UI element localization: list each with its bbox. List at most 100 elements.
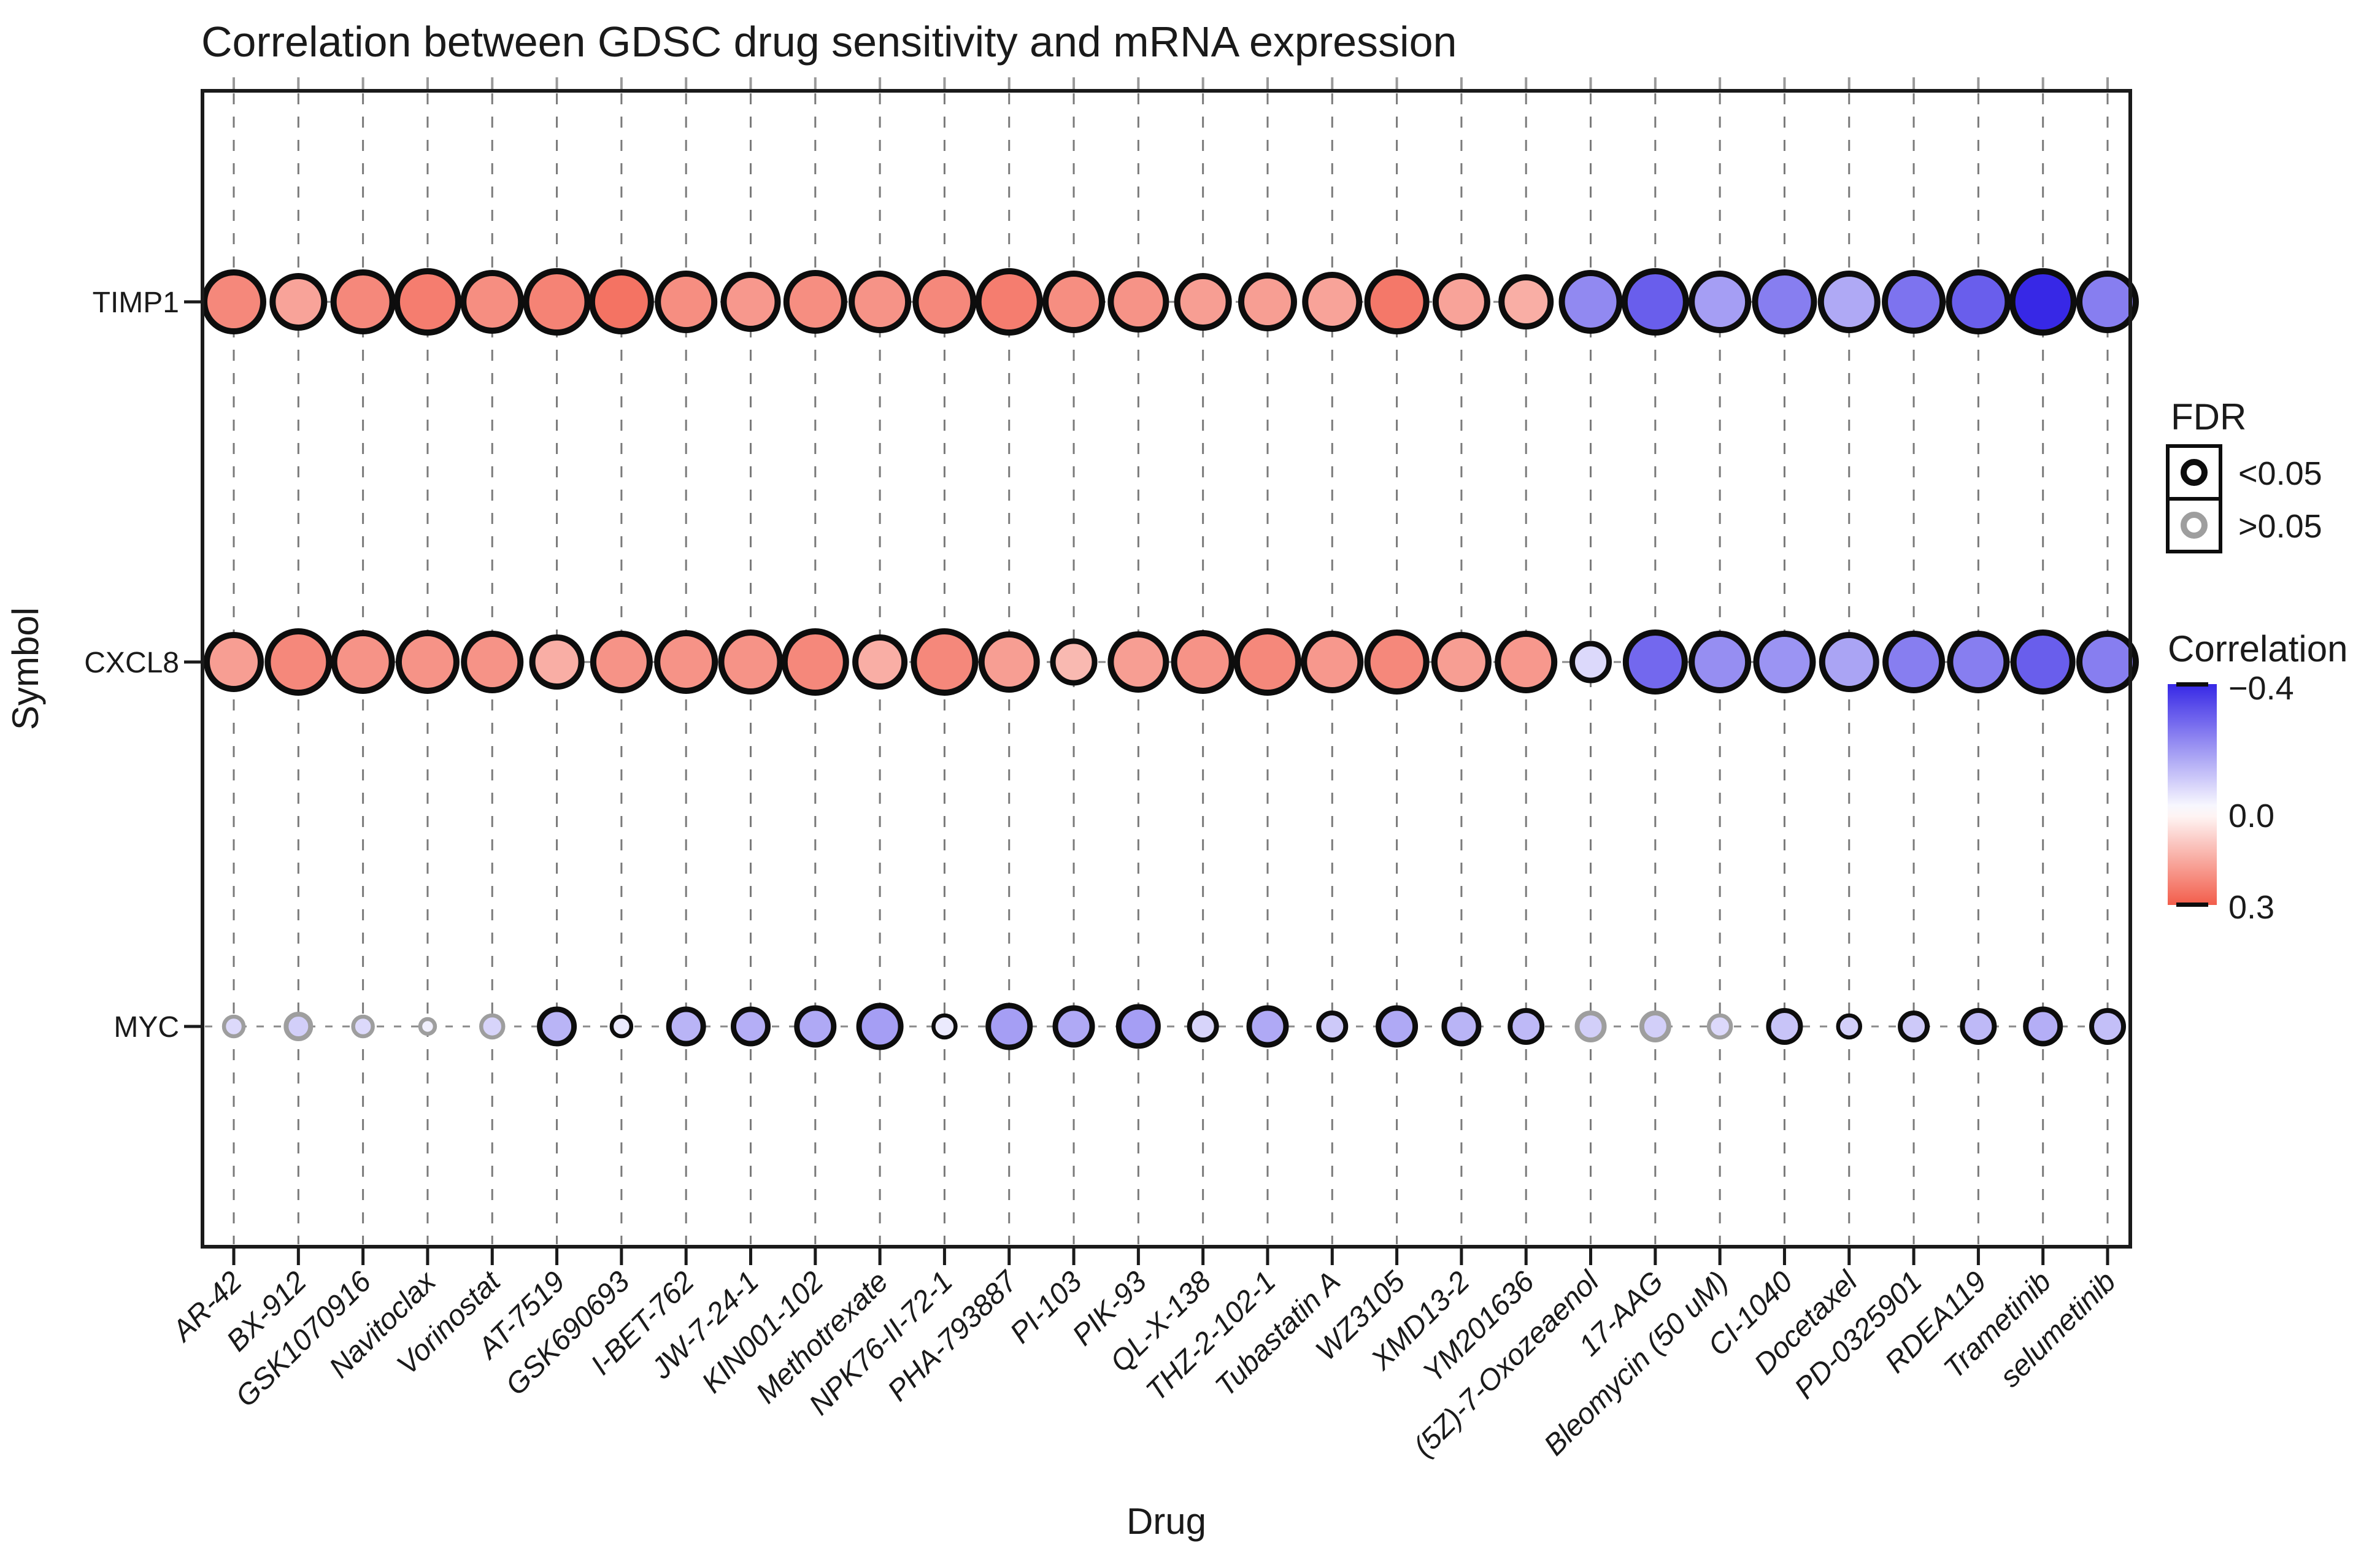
dot-timp1-kin001-102 (783, 270, 847, 334)
dot-cxcl8-trametinib (2010, 629, 2076, 695)
dot-timp1-ar-42 (201, 269, 266, 334)
dot-cxcl8-gsk1070916 (331, 630, 395, 694)
dot-cxcl8-5z-7-oxozeaenol (1569, 641, 1612, 683)
dot-cxcl8-docetaxel (1819, 632, 1879, 692)
dot-myc-kin001-102 (794, 1005, 837, 1048)
dot-myc-pi-103 (1052, 1005, 1095, 1048)
dot-myc-rdea119 (1960, 1008, 1997, 1045)
colorbar-label-neg04: −0.4 (2228, 670, 2294, 707)
dot-myc-navitoclax (418, 1017, 437, 1036)
dot-timp1-pi-103 (1042, 271, 1106, 333)
dot-myc-pik-93 (1115, 1004, 1161, 1049)
fdr-key-ring-gray-icon (2181, 512, 2208, 539)
dot-cxcl8-ql-x-138 (1171, 630, 1235, 694)
axis-ticks (184, 77, 2109, 1265)
dot-timp1-at-7519 (523, 268, 591, 336)
dot-myc-tubastatin-a (1316, 1010, 1349, 1042)
dot-cxcl8-methotrexate (852, 634, 908, 690)
dot-myc-at-7519 (537, 1006, 577, 1047)
dot-cxcl8-rdea119 (1947, 631, 2010, 693)
dot-cxcl8-xmd13-2 (1431, 632, 1492, 692)
dot-myc-docetaxel (1836, 1013, 1863, 1040)
dot-myc-npk76-ii-72-1 (931, 1013, 958, 1040)
dot-timp1-wz3105 (1364, 269, 1430, 334)
colorbar-top-tick (2176, 682, 2208, 687)
dot-cxcl8-ar-42 (204, 632, 264, 692)
dot-cxcl8-bx-912 (264, 628, 333, 696)
dot-myc-gsk1070916 (351, 1014, 375, 1039)
dot-myc-i-bet-762 (666, 1006, 706, 1047)
dot-myc-wz3105 (1376, 1005, 1419, 1048)
fdr-key-ring-black-icon (2181, 459, 2208, 486)
dot-cxcl8-tubastatin-a (1301, 631, 1364, 693)
dot-timp1-ql-x-138 (1174, 273, 1232, 331)
dot-myc-trametinib (2023, 1006, 2063, 1047)
dot-myc-ql-x-138 (1187, 1010, 1219, 1042)
fdr-key-box-significant (2166, 444, 2222, 501)
dot-cxcl8-selumetinib (2076, 631, 2139, 693)
dot-timp1-pha-793887 (975, 268, 1043, 336)
dot-timp1-i-bet-762 (655, 271, 718, 333)
dot-cxcl8-pi-103 (1050, 638, 1098, 686)
dot-timp1-17-aag (1621, 268, 1689, 336)
dot-timp1-vorinostat (460, 270, 525, 334)
dot-myc-ci-1040 (1766, 1008, 1803, 1045)
fdr-legend: FDR <0.05 >0.05 (2166, 396, 2322, 553)
dot-timp1-ci-1040 (1752, 269, 1817, 334)
dot-cxcl8-bleomycin-50-um (1689, 631, 1752, 693)
dot-cxcl8-gsk690693 (590, 631, 653, 693)
dot-timp1-ym201636 (1498, 274, 1554, 329)
fdr-legend-title: FDR (2171, 396, 2246, 437)
dot-myc-5z-7-oxozeaenol (1574, 1010, 1607, 1042)
dot-myc-17-aag (1639, 1010, 1671, 1042)
dot-timp1-pik-93 (1107, 271, 1169, 333)
dot-cxcl8-at-7519 (529, 634, 585, 690)
dot-cxcl8-kin001-102 (781, 628, 849, 696)
dot-cxcl8-17-aag (1622, 629, 1688, 695)
dot-cxcl8-ci-1040 (1753, 631, 1816, 693)
dot-cxcl8-pha-793887 (978, 631, 1040, 693)
drug-axis-labels: AR-42BX-912GSK1070916NavitoclaxVorinosta… (165, 1265, 2122, 1463)
dot-cxcl8-i-bet-762 (654, 630, 718, 694)
dot-myc-ym201636 (1508, 1008, 1545, 1045)
dot-myc-bleomycin-50-um (1706, 1013, 1733, 1040)
gene-label-cxcl8: CXCL8 (84, 647, 179, 679)
fdr-label-lt005: <0.05 (2238, 455, 2322, 492)
y-axis-title: Symbol (5, 607, 46, 730)
gene-label-timp1: TIMP1 (93, 287, 179, 319)
x-axis-title: Drug (1126, 1501, 1206, 1542)
colorbar-label-00: 0.0 (2228, 798, 2274, 834)
dot-myc-thz-2-102-1 (1246, 1005, 1289, 1048)
dot-cxcl8-jw-7-24-1 (718, 629, 784, 695)
dot-myc-bx-912 (283, 1012, 314, 1041)
dot-cxcl8-pd-0325901 (1882, 631, 1946, 693)
dot-timp1-rdea119 (1946, 269, 2011, 334)
dot-timp1-gsk1070916 (330, 269, 396, 334)
dot-myc-vorinostat (479, 1013, 506, 1040)
dot-timp1-tubastatin-a (1302, 272, 1363, 332)
dot-timp1-thz-2-102-1 (1238, 272, 1297, 331)
dot-timp1-pd-0325901 (1882, 270, 1946, 334)
dot-cxcl8-npk76-ii-72-1 (911, 628, 979, 696)
dot-cxcl8-ym201636 (1495, 631, 1558, 693)
dot-timp1-xmd13-2 (1432, 273, 1490, 331)
dot-timp1-bleomycin-50-um (1689, 271, 1752, 333)
dot-myc-xmd13-2 (1441, 1006, 1482, 1047)
dot-timp1-methotrexate (849, 271, 912, 333)
dot-myc-ar-42 (221, 1014, 246, 1039)
gene-label-myc: MYC (114, 1011, 179, 1044)
colorbar-bottom-tick (2176, 903, 2208, 907)
dot-cxcl8-vorinostat (461, 631, 524, 693)
dot-timp1-docetaxel (1817, 271, 1881, 333)
dot-myc-pd-0325901 (1898, 1010, 1930, 1042)
colorbar-label-03: 0.3 (2228, 889, 2274, 926)
dot-timp1-5z-7-oxozeaenol (1558, 270, 1623, 334)
dot-cxcl8-pik-93 (1107, 631, 1169, 693)
dot-cxcl8-thz-2-102-1 (1233, 628, 1301, 696)
fdr-label-gt005: >0.05 (2238, 508, 2322, 545)
fdr-key-box-nonsignificant (2166, 497, 2222, 553)
dot-myc-methotrexate (856, 1003, 904, 1050)
dot-timp1-npk76-ii-72-1 (912, 270, 977, 334)
